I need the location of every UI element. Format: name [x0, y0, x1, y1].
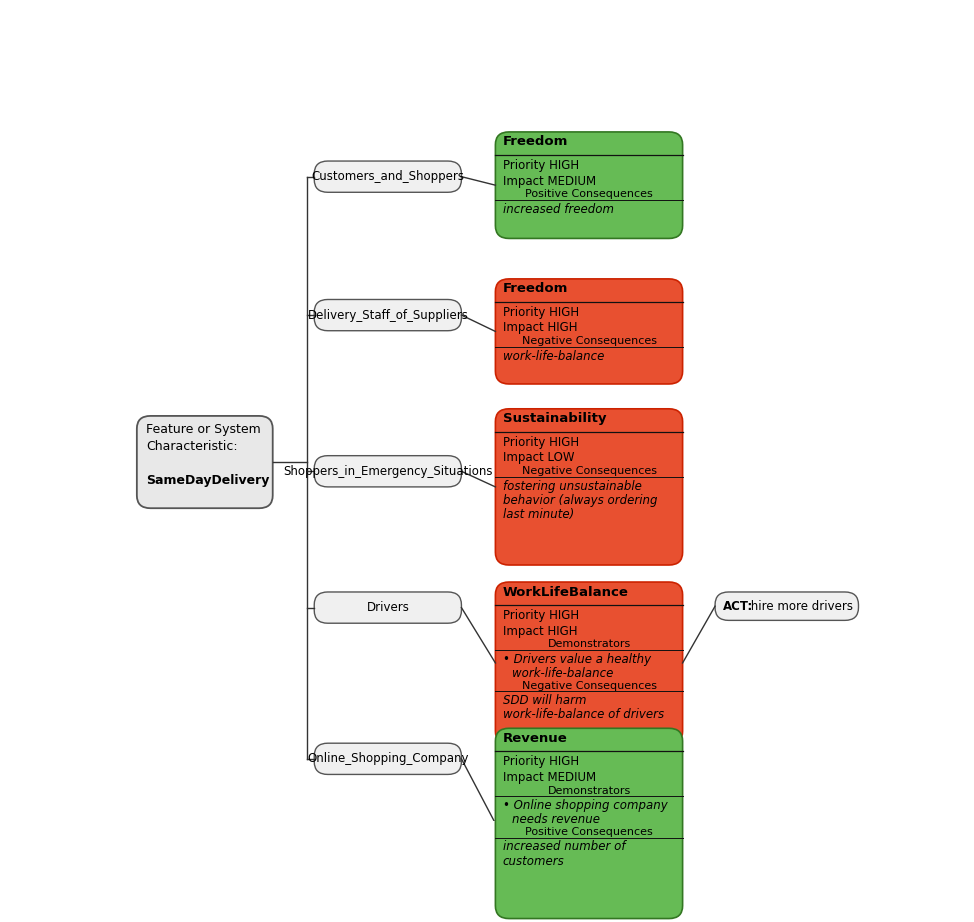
Text: Demonstrators: Demonstrators [547, 786, 630, 796]
Text: Negative Consequences: Negative Consequences [521, 680, 656, 691]
Text: Impact HIGH: Impact HIGH [503, 322, 578, 335]
Text: Shoppers_in_Emergency_Situations: Shoppers_in_Emergency_Situations [283, 465, 493, 478]
Text: work-life-balance: work-life-balance [503, 349, 604, 363]
FancyBboxPatch shape [496, 728, 683, 918]
Text: Priority HIGH: Priority HIGH [503, 159, 580, 171]
Text: customers: customers [503, 855, 565, 868]
FancyBboxPatch shape [136, 416, 273, 508]
Text: behavior (always ordering: behavior (always ordering [503, 494, 657, 507]
Text: Revenue: Revenue [503, 732, 568, 745]
Text: Impact MEDIUM: Impact MEDIUM [503, 771, 596, 784]
FancyBboxPatch shape [496, 408, 683, 565]
Text: Negative Consequences: Negative Consequences [521, 337, 656, 347]
Text: Priority HIGH: Priority HIGH [503, 436, 580, 449]
Text: increased freedom: increased freedom [503, 203, 614, 216]
Text: Online_Shopping_Company: Online_Shopping_Company [307, 752, 468, 765]
FancyBboxPatch shape [496, 132, 683, 239]
Text: work-life-balance of drivers: work-life-balance of drivers [503, 708, 664, 721]
Text: needs revenue: needs revenue [512, 813, 600, 826]
Text: Sustainability: Sustainability [503, 412, 607, 425]
Text: Customers_and_Shoppers: Customers_and_Shoppers [312, 171, 465, 183]
FancyBboxPatch shape [496, 278, 683, 384]
FancyBboxPatch shape [315, 300, 462, 331]
FancyBboxPatch shape [315, 455, 462, 487]
Text: Priority HIGH: Priority HIGH [503, 755, 580, 768]
Text: Delivery_Staff_of_Suppliers: Delivery_Staff_of_Suppliers [308, 309, 468, 322]
Text: Characteristic:: Characteristic: [146, 440, 238, 453]
Text: increased number of: increased number of [503, 841, 625, 854]
Text: hire more drivers: hire more drivers [747, 599, 853, 613]
Text: work-life-balance: work-life-balance [512, 668, 614, 680]
Text: Feature or System: Feature or System [146, 423, 261, 436]
Text: Priority HIGH: Priority HIGH [503, 609, 580, 622]
Text: Negative Consequences: Negative Consequences [521, 467, 656, 477]
Text: Priority HIGH: Priority HIGH [503, 306, 580, 319]
FancyBboxPatch shape [315, 161, 462, 193]
FancyBboxPatch shape [315, 743, 462, 774]
Text: Drivers: Drivers [366, 601, 409, 614]
Text: • Drivers value a healthy: • Drivers value a healthy [503, 653, 651, 666]
FancyBboxPatch shape [315, 592, 462, 623]
Text: Freedom: Freedom [503, 136, 568, 148]
Text: Freedom: Freedom [503, 282, 568, 295]
Text: Positive Consequences: Positive Consequences [525, 189, 653, 199]
Text: • Online shopping company: • Online shopping company [503, 799, 668, 812]
Text: ACT:: ACT: [723, 599, 753, 613]
Text: last minute): last minute) [503, 508, 575, 521]
Text: SameDayDelivery: SameDayDelivery [146, 474, 269, 487]
Text: Impact MEDIUM: Impact MEDIUM [503, 174, 596, 187]
Text: Positive Consequences: Positive Consequences [525, 827, 653, 837]
FancyBboxPatch shape [715, 592, 858, 621]
Text: Demonstrators: Demonstrators [547, 640, 630, 649]
Text: SDD will harm: SDD will harm [503, 694, 586, 707]
Text: WorkLifeBalance: WorkLifeBalance [503, 585, 629, 598]
Text: Impact LOW: Impact LOW [503, 452, 575, 465]
Text: Impact HIGH: Impact HIGH [503, 624, 578, 638]
FancyBboxPatch shape [496, 582, 683, 744]
Text: fostering unsustainable: fostering unsustainable [503, 479, 642, 492]
